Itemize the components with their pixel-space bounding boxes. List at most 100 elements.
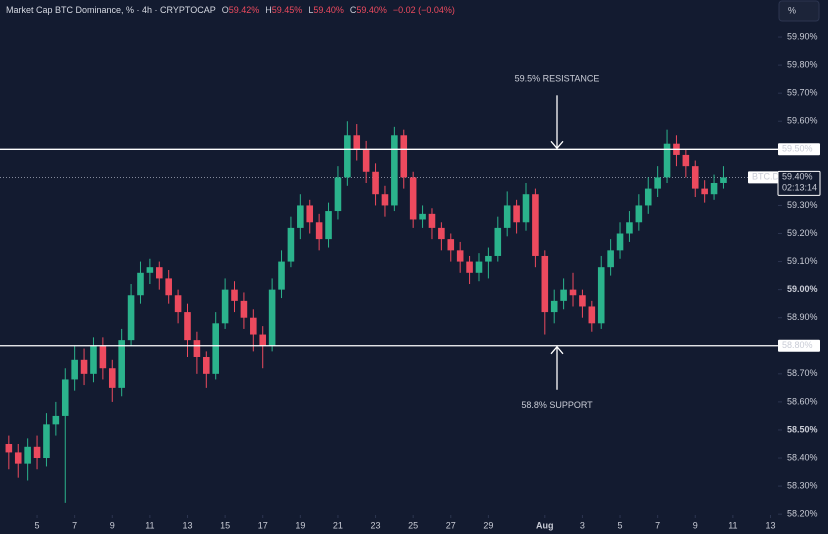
candle-body (146, 267, 154, 273)
x-tick-label: 13 (765, 520, 775, 530)
candle-body (14, 452, 22, 464)
x-tick-label: Aug (536, 520, 554, 530)
candle-body (203, 356, 210, 374)
countdown: 02:13:14 (782, 183, 817, 193)
candle-body (52, 415, 60, 425)
x-tick-label: 5 (35, 520, 40, 530)
candle-body (720, 177, 727, 183)
candle-body (663, 143, 671, 178)
header-text: C (350, 5, 357, 15)
y-tick-label: 58.90% (787, 312, 818, 322)
annotation: 59.5% RESISTANCE (515, 74, 600, 84)
candle-body (419, 213, 426, 220)
y-tick-label: 58.40% (787, 452, 818, 462)
candle-body (61, 379, 69, 416)
x-tick-label: 7 (72, 520, 77, 530)
x-tick-label: 13 (182, 520, 192, 530)
candle-body (447, 239, 455, 251)
candle-body (315, 222, 323, 240)
candle-body (127, 295, 135, 341)
candle-body (90, 345, 97, 374)
header-text: 59.45% (272, 5, 303, 15)
last-price-label: 59.40% (782, 172, 813, 182)
candle-body (372, 171, 379, 195)
y-tick-label: 59.80% (787, 59, 818, 69)
candle-body (362, 149, 370, 172)
header-text: H (265, 5, 272, 15)
candle-body (353, 135, 361, 150)
annotation: 58.8% SUPPORT (521, 400, 593, 410)
candle-body (193, 340, 201, 357)
level-label-box (778, 143, 820, 156)
candle-body (522, 194, 530, 223)
candle-body (466, 261, 473, 273)
candle-body (475, 261, 483, 273)
candle-body (428, 213, 436, 228)
candle-body (616, 233, 624, 251)
candle-body (137, 272, 144, 296)
candle-body (287, 227, 295, 262)
x-tick-label: 25 (408, 520, 418, 530)
candle-body (325, 211, 332, 240)
header-text: Market Cap BTC Dominance, % · 4h · CRYPT… (6, 5, 216, 15)
y-tick-label: 58.60% (787, 396, 818, 406)
unit-label: % (788, 5, 796, 15)
header-text: 59.40% (356, 5, 387, 15)
header-text: 59.42% (229, 5, 260, 15)
candle-body (240, 300, 248, 318)
candle-body (701, 188, 708, 195)
x-tick-label: 11 (145, 520, 154, 530)
candle-body (165, 278, 172, 296)
y-tick-label: 59.10% (787, 256, 818, 266)
header-text: L (308, 5, 313, 15)
candle-body (108, 368, 116, 388)
candle-body (250, 317, 257, 335)
x-tick-label: 21 (333, 520, 343, 530)
candle-body (278, 261, 285, 290)
candle-body (644, 188, 652, 206)
y-tick-label: 58.50% (787, 424, 818, 434)
candle-body (391, 135, 398, 206)
y-tick-label: 59.90% (787, 31, 818, 41)
y-tick-label: 58.70% (787, 368, 818, 378)
candle-body (268, 289, 276, 346)
candle-body (691, 166, 699, 189)
candle-body (588, 306, 596, 324)
y-tick-label: 59.70% (787, 88, 818, 98)
x-tick-label: 17 (258, 520, 268, 530)
candle-body (381, 194, 389, 206)
level-label: 58.80% (782, 340, 813, 350)
candle-body (155, 267, 163, 279)
candle-body (174, 295, 182, 313)
candle-body (297, 205, 304, 228)
candle-body (212, 323, 219, 374)
candle-body (43, 424, 50, 459)
candle-body (494, 227, 502, 256)
symbol-label: BTC.D (752, 172, 780, 182)
arrow-head (550, 345, 564, 355)
candle-body (409, 177, 417, 220)
candle-body (24, 446, 31, 464)
symbol-box (748, 171, 778, 184)
candle-body (503, 205, 511, 228)
y-tick-label: 59.20% (787, 228, 818, 238)
candle-body (99, 345, 107, 369)
x-tick-label: 9 (110, 520, 115, 530)
y-tick-label: 59.30% (787, 200, 818, 210)
y-tick-label: 59.60% (787, 116, 818, 126)
candle-body (118, 340, 125, 388)
candle-body (682, 154, 690, 167)
x-tick-label: 29 (483, 520, 493, 530)
candle-body (456, 250, 464, 262)
x-tick-label: 19 (295, 520, 305, 530)
candle-body (541, 255, 549, 313)
chart-title: Market Cap BTC Dominance, % · 4h · CRYPT… (6, 5, 455, 15)
header-text: 59.40% (313, 5, 344, 15)
candle-body (221, 289, 229, 324)
y-tick-label: 58.30% (787, 480, 818, 490)
candle-body (579, 295, 586, 307)
level-label-box (778, 339, 820, 352)
unit-button[interactable] (778, 0, 820, 22)
x-tick-label: 11 (728, 520, 737, 530)
